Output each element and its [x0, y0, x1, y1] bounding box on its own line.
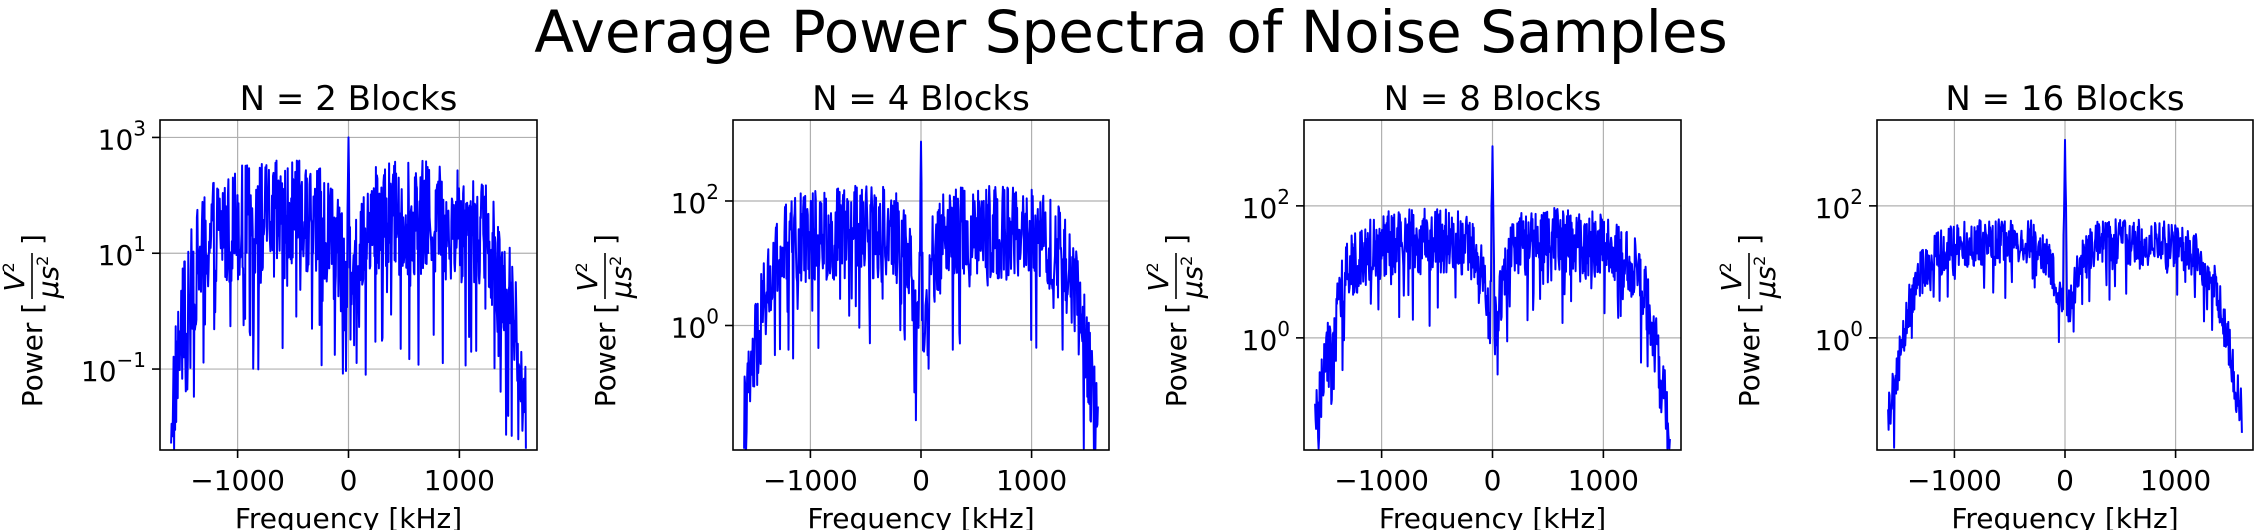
y-tick-exponent: 2 [706, 180, 719, 204]
y-axis-label: Power [ V2 μs2] [571, 234, 638, 407]
y-tick-label: 102 [1815, 185, 1863, 225]
y-tick-exponent: 3 [133, 116, 146, 140]
subplot-title: N = 16 Blocks [1945, 79, 2184, 119]
x-axis-label: Frequency [kHz] [235, 502, 462, 530]
x-tick-label: −1000 [1334, 464, 1429, 497]
y-tick-label: 100 [671, 304, 719, 344]
y-label-close: ] [1160, 234, 1193, 245]
y-tick-label: 103 [98, 116, 146, 156]
x-axis-label: Frequency [kHz] [1951, 502, 2178, 530]
y-tick-base: 10 [98, 123, 134, 156]
x-tick-label: −1000 [190, 464, 285, 497]
x-tick-label: 0 [340, 464, 358, 497]
y-label-text: Power [ [1160, 303, 1193, 407]
x-tick-label: 1000 [1568, 464, 1639, 497]
y-tick-base: 10 [98, 239, 134, 272]
y-label-unit-denominator: μs2 [32, 256, 65, 300]
y-label-close: ] [589, 234, 622, 245]
y-tick-base: 10 [81, 355, 117, 388]
y-label-unit-numerator: V2 [1715, 262, 1748, 291]
y-tick-exponent: 2 [1277, 185, 1290, 209]
y-label-unit-numerator: V2 [1142, 262, 1175, 291]
y-tick-label: 102 [1242, 185, 1290, 225]
x-axis-label: Frequency [kHz] [1379, 502, 1606, 530]
x-axis-label: Frequency [kHz] [807, 502, 1034, 530]
y-tick-label: 101 [98, 232, 146, 272]
y-tick-base: 10 [671, 187, 707, 220]
y-tick-exponent: 0 [706, 304, 719, 328]
y-tick-base: 10 [1242, 324, 1278, 357]
y-label-unit-denominator: μs2 [605, 256, 638, 300]
y-tick-exponent: 1 [133, 232, 146, 256]
y-tick-base: 10 [671, 311, 707, 344]
y-label-unit-numerator: V2 [0, 262, 31, 291]
y-axis-label: Power [ V2 μs2] [1715, 234, 1782, 407]
y-label-unit-numerator: V2 [571, 262, 604, 291]
subplot-title: N = 4 Blocks [812, 79, 1030, 119]
y-tick-exponent: 0 [1850, 317, 1863, 341]
x-tick-label: 1000 [2140, 464, 2211, 497]
y-label-close: ] [16, 234, 49, 245]
x-tick-label: 1000 [996, 464, 1067, 497]
figure-title: Average Power Spectra of Noise Samples [534, 0, 1728, 66]
y-tick-base: 10 [1815, 192, 1851, 225]
x-tick-label: −1000 [763, 464, 858, 497]
x-tick-label: 1000 [424, 464, 495, 497]
y-label-close: ] [1733, 234, 1766, 245]
y-tick-base: 10 [1242, 192, 1278, 225]
y-label-text: Power [ [16, 303, 49, 407]
spectrum-line [743, 140, 1099, 450]
y-tick-label: 100 [1242, 317, 1290, 357]
y-label-unit-denominator: μs2 [1176, 256, 1209, 300]
y-axis-label: Power [ V2 μs2] [0, 234, 65, 407]
spectrum-line [170, 136, 527, 450]
y-tick-exponent: 0 [1277, 317, 1290, 341]
x-tick-label: 0 [1484, 464, 1502, 497]
x-tick-label: −1000 [1907, 464, 2002, 497]
y-axis-label: Power [ V2 μs2] [1142, 234, 1209, 407]
spectrum-line [1314, 145, 1671, 450]
subplot-title: N = 2 Blocks [240, 79, 458, 119]
y-tick-exponent: 2 [1850, 185, 1863, 209]
spectrum-line [1887, 138, 2243, 449]
y-label-text: Power [ [589, 303, 622, 407]
x-tick-label: 0 [912, 464, 930, 497]
y-tick-base: 10 [1815, 324, 1851, 357]
y-label-unit-denominator: μs2 [1749, 256, 1782, 300]
x-tick-label: 0 [2056, 464, 2074, 497]
y-label-text: Power [ [1733, 303, 1766, 407]
subplot-title: N = 8 Blocks [1384, 79, 1602, 119]
y-tick-label: 102 [671, 180, 719, 220]
y-tick-label: 100 [1815, 317, 1863, 357]
y-tick-label: 10−1 [81, 348, 146, 388]
y-tick-exponent: −1 [117, 348, 146, 372]
